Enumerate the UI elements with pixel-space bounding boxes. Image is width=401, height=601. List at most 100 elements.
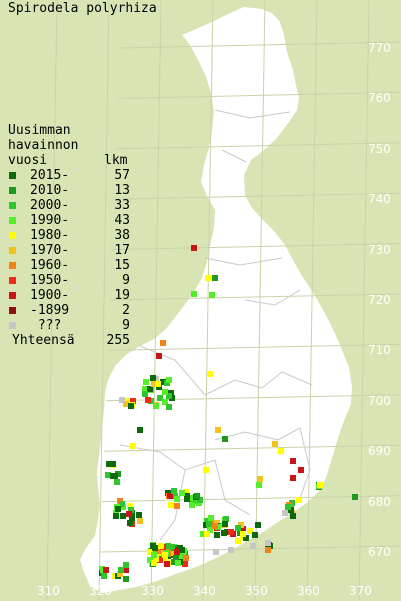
observation-marker (169, 550, 175, 556)
legend-item: 1980- 38 (8, 228, 130, 243)
legend-total-label: Yhteensä (12, 333, 75, 348)
observation-marker (240, 531, 246, 537)
observation-marker (162, 552, 168, 558)
legend-swatch (9, 292, 16, 299)
x-tick-label: 360 (297, 584, 320, 598)
observation-marker (235, 538, 241, 544)
observation-marker (164, 561, 170, 567)
observation-marker (147, 557, 153, 563)
observation-marker (153, 556, 159, 562)
legend-item-label: 1950- (30, 273, 70, 288)
observation-marker (183, 555, 189, 561)
observation-marker (160, 379, 166, 385)
observation-marker (228, 547, 234, 553)
observation-marker (296, 497, 302, 503)
legend-item: 2010- 13 (8, 183, 130, 198)
observation-marker (142, 391, 148, 397)
observation-marker (147, 549, 153, 555)
grid-line (107, 343, 401, 351)
legend-item-label: 1990- (30, 213, 70, 228)
observation-marker (278, 448, 284, 454)
grid-line (111, 243, 401, 251)
observation-marker (137, 427, 143, 433)
observation-marker (106, 461, 112, 467)
observation-marker (204, 531, 210, 537)
y-tick-label: 710 (368, 343, 391, 358)
legend-item: 1950- 9 (8, 273, 130, 288)
observation-marker (194, 493, 200, 499)
legend: Uusimman havainnon vuosi lkm 2015- 57 2010… (8, 123, 130, 348)
observation-marker (223, 516, 229, 522)
observation-marker (151, 381, 157, 387)
observation-marker (162, 389, 168, 395)
observation-marker (257, 476, 263, 482)
observation-marker (235, 525, 241, 531)
observation-marker (182, 561, 188, 567)
legend-item-label: 1900- (30, 288, 70, 303)
observation-marker (150, 543, 156, 549)
observation-marker (207, 371, 213, 377)
observation-marker (153, 403, 159, 409)
observation-marker (191, 291, 197, 297)
legend-item-count: 43 (114, 213, 130, 228)
observation-marker (212, 275, 218, 281)
observation-marker (117, 571, 123, 577)
observation-marker (191, 245, 197, 251)
observation-marker (142, 386, 148, 392)
legend-swatch (9, 247, 16, 254)
grid-line (119, 41, 401, 49)
observation-marker (129, 515, 135, 521)
legend-item-count: 9 (122, 318, 130, 333)
map-title: Spirodela polyrhiza (8, 1, 157, 16)
observation-marker (174, 503, 180, 509)
x-tick-label: 330 (141, 584, 164, 598)
observation-marker (136, 512, 142, 518)
observation-marker (171, 488, 177, 494)
observation-marker (212, 523, 218, 529)
observation-marker (160, 340, 166, 346)
y-tick-label: 670 (368, 545, 391, 559)
legend-item-count: 33 (114, 198, 130, 213)
observation-marker (179, 490, 185, 496)
observation-marker (119, 397, 125, 403)
observation-marker (285, 504, 291, 510)
legend-item: 1900- 19 (8, 288, 130, 303)
legend-item-label: ??? (30, 318, 62, 333)
finland-land (80, 7, 352, 593)
observation-marker (214, 532, 220, 538)
legend-item: 2000- 33 (8, 198, 130, 213)
legend-item: 1960- 15 (8, 258, 130, 273)
grid-line (113, 192, 401, 200)
observation-marker (167, 493, 173, 499)
observation-marker (158, 543, 164, 549)
observation-marker (123, 576, 129, 582)
observation-marker (200, 531, 206, 537)
observation-marker (173, 555, 179, 561)
observation-marker (168, 502, 174, 508)
observation-marker (147, 386, 153, 392)
legend-item-label: 2015- (30, 168, 70, 183)
observation-marker (150, 375, 156, 381)
observation-marker (255, 522, 261, 528)
observation-marker (207, 527, 213, 533)
legend-item: -1899 2 (8, 303, 130, 318)
legend-swatch (9, 217, 16, 224)
legend-heading-line-1: Uusimman (8, 123, 71, 138)
observation-marker (119, 501, 125, 507)
legend-item-count: 15 (114, 258, 130, 273)
legend-item-label: 1970- (30, 243, 70, 258)
legend-rows: 2015- 57 2010- 13 2000- 33 1990- 43 1980- 38 1970-… (8, 168, 130, 333)
observation-marker (352, 494, 358, 500)
legend-item-count: 9 (122, 273, 130, 288)
observation-marker (113, 513, 119, 519)
legend-item-label: 2010- (30, 183, 70, 198)
grid-line (202, 0, 214, 601)
legend-item-count: 19 (114, 288, 130, 303)
observation-marker (110, 461, 116, 467)
observation-marker (184, 496, 190, 502)
y-tick-label: 680 (368, 494, 391, 509)
observation-marker (130, 398, 136, 404)
observation-marker (157, 557, 163, 563)
legend-col-year: vuosi (8, 153, 48, 168)
